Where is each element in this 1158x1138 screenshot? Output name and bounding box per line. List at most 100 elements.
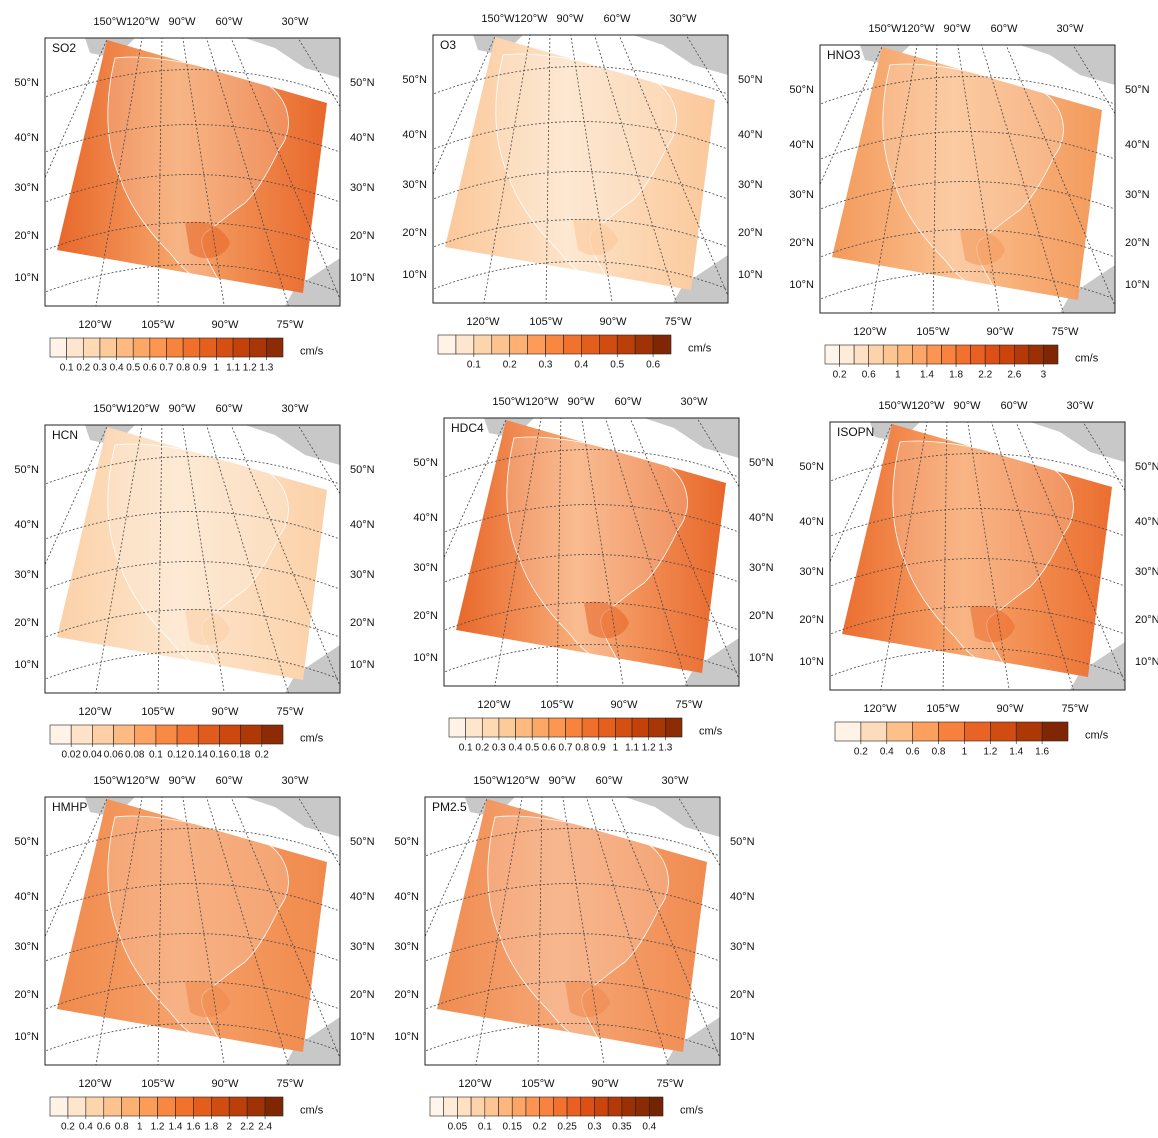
top-lon-label: 120°W bbox=[506, 775, 540, 787]
colorbar-box bbox=[984, 344, 1001, 365]
graticule-latitude bbox=[425, 933, 720, 962]
bottom-lon-label: 90°W bbox=[591, 1078, 619, 1090]
colorbar-unit: cm/s bbox=[300, 732, 324, 744]
colorbar-box bbox=[211, 1096, 230, 1117]
colorbar-box bbox=[999, 344, 1015, 365]
colorbar-box bbox=[955, 344, 971, 365]
panel-label: SO2 bbox=[52, 41, 76, 55]
left-lat-label: 20°N bbox=[402, 227, 427, 239]
bottom-lon-label: 105°W bbox=[529, 316, 563, 328]
left-lat-label: 40°N bbox=[789, 139, 814, 151]
colorbar-box bbox=[481, 717, 500, 738]
panel-label: HDC4 bbox=[451, 421, 484, 435]
colorbar-box bbox=[598, 717, 616, 738]
graticule-latitude bbox=[45, 1023, 340, 1052]
colorbar-box bbox=[166, 337, 184, 358]
left-lat-label: 40°N bbox=[402, 129, 427, 141]
colorbar-box bbox=[941, 344, 957, 365]
top-lon-label: 30°W bbox=[1066, 400, 1094, 412]
graticule-latitude bbox=[45, 883, 340, 912]
panel-label: O3 bbox=[440, 38, 456, 52]
graticule-latitude bbox=[830, 648, 1125, 677]
right-lat-label: 40°N bbox=[1125, 139, 1150, 151]
colorbar-tick-label: 0.4 bbox=[642, 1122, 656, 1133]
bottom-lon-label: 90°W bbox=[610, 699, 638, 711]
colorbar-box bbox=[824, 344, 840, 365]
graticule-latitude bbox=[433, 219, 728, 248]
left-lat-label: 20°N bbox=[799, 614, 824, 626]
colorbar-box bbox=[240, 724, 263, 745]
colorbar-box bbox=[49, 337, 67, 358]
colorbar-tick-label: 1 bbox=[613, 743, 619, 754]
colorbar-box bbox=[157, 1096, 176, 1117]
colorbar-tick-label: 0.6 bbox=[906, 747, 920, 758]
right-lat-label: 40°N bbox=[1135, 516, 1158, 528]
top-lon-label: 60°W bbox=[614, 396, 642, 408]
graticule-meridian bbox=[206, 797, 289, 1065]
colorbar-unit: cm/s bbox=[1075, 352, 1099, 364]
graticule-meridian bbox=[581, 418, 624, 686]
colorbar-unit: cm/s bbox=[680, 1104, 704, 1116]
colorbar-tick-label: 0.5 bbox=[126, 363, 140, 374]
right-lat-label: 20°N bbox=[730, 989, 755, 1001]
model-domain bbox=[456, 420, 726, 673]
bottom-lon-label: 75°W bbox=[276, 1078, 304, 1090]
graticule-latitude bbox=[45, 511, 340, 540]
colorbar-box bbox=[563, 334, 582, 355]
graticule-latitude bbox=[433, 171, 728, 200]
graticule-meridian bbox=[182, 425, 225, 693]
map bbox=[433, 35, 728, 303]
colorbar-box bbox=[1043, 344, 1059, 365]
bottom-lon-label: 90°W bbox=[599, 316, 627, 328]
top-lon-label: 150°W bbox=[481, 13, 515, 25]
graticule-latitude bbox=[820, 131, 1115, 160]
colorbar-tick-label: 0.9 bbox=[592, 743, 606, 754]
top-lon-label: 150°W bbox=[868, 23, 902, 35]
colorbar-tick-label: 3 bbox=[1041, 370, 1047, 381]
left-lat-label: 30°N bbox=[413, 562, 438, 574]
colorbar-box bbox=[49, 1096, 69, 1117]
graticule-latitude bbox=[45, 69, 340, 98]
bottom-lon-label: 120°W bbox=[78, 319, 112, 331]
right-lat-label: 20°N bbox=[1125, 237, 1150, 249]
graticule-latitude bbox=[830, 606, 1125, 635]
colorbar-box bbox=[197, 724, 220, 745]
bottom-lon-label: 120°W bbox=[477, 699, 511, 711]
left-lat-label: 30°N bbox=[14, 941, 39, 953]
graticule-meridian bbox=[95, 38, 143, 306]
bottom-lon-label: 105°W bbox=[141, 1078, 175, 1090]
left-lat-label: 50°N bbox=[402, 74, 427, 86]
colorbar-tick-label: 1.3 bbox=[259, 363, 273, 374]
bottom-lon-label: 75°W bbox=[276, 706, 304, 718]
colorbar-tick-label: 0.08 bbox=[125, 750, 145, 761]
colorbar-box bbox=[527, 334, 546, 355]
left-lat-label: 10°N bbox=[413, 652, 438, 664]
bottom-lon-label: 75°W bbox=[1051, 326, 1079, 338]
colorbar-box bbox=[515, 717, 533, 738]
gulf-of-mexico bbox=[185, 980, 230, 1018]
bottom-lon-label: 75°W bbox=[1061, 703, 1089, 715]
right-lat-label: 40°N bbox=[350, 519, 375, 531]
colorbar-tick-label: 0.2 bbox=[61, 1122, 75, 1133]
right-lat-label: 10°N bbox=[738, 269, 763, 281]
colorbar-box bbox=[264, 1096, 284, 1117]
right-lat-label: 30°N bbox=[350, 941, 375, 953]
left-lat-label: 50°N bbox=[394, 836, 419, 848]
left-lat-label: 10°N bbox=[14, 1031, 39, 1043]
model-domain bbox=[57, 40, 327, 293]
graticule-meridian bbox=[95, 797, 143, 1065]
colorbar-box bbox=[912, 344, 928, 365]
top-lon-label: 30°W bbox=[1056, 23, 1084, 35]
graticule-meridian bbox=[494, 418, 542, 686]
colorbar-tick-label: 0.5 bbox=[525, 743, 539, 754]
colorbar-tick-label: 0.04 bbox=[83, 750, 103, 761]
left-lat-label: 40°N bbox=[799, 516, 824, 528]
colorbar-tick-label: 0.35 bbox=[612, 1122, 632, 1133]
graticule-meridian bbox=[475, 797, 523, 1065]
graticule-meridian bbox=[820, 45, 884, 186]
colorbar-box bbox=[261, 724, 284, 745]
colorbar-tick-label: 0.2 bbox=[76, 363, 90, 374]
